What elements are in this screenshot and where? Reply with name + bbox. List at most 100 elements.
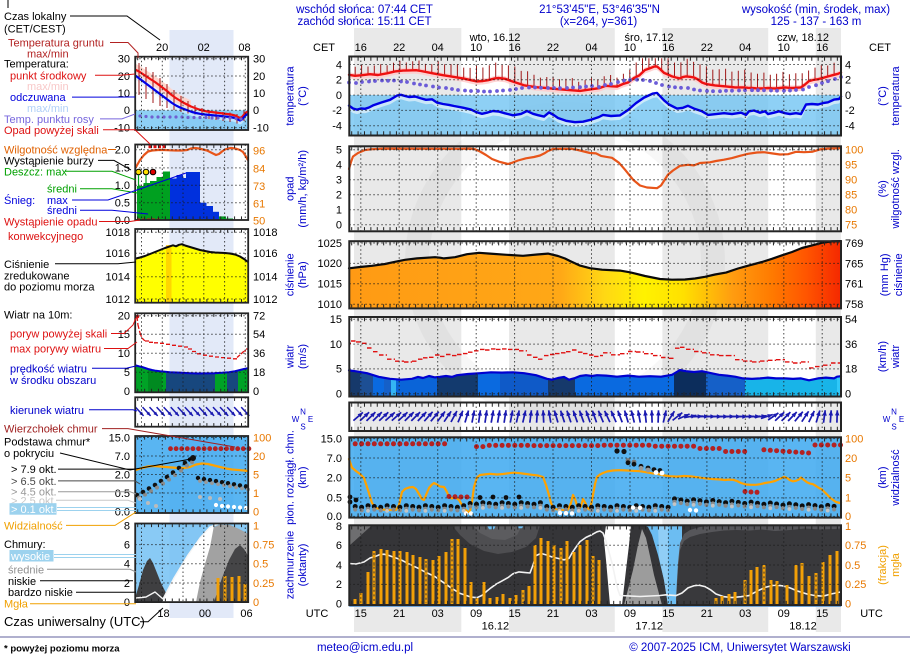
svg-text:o pokryciu: o pokryciu [4, 448, 54, 460]
svg-text:bardzo niskie: bardzo niskie [8, 587, 73, 599]
svg-text:(hPa): (hPa) [297, 261, 309, 288]
svg-text:średnie: średnie [8, 564, 44, 576]
svg-text:0.0: 0.0 [327, 511, 342, 523]
svg-text:w środku obszaru: w środku obszaru [9, 375, 96, 387]
svg-text:(km): (km) [297, 467, 309, 489]
svg-text:-4: -4 [332, 121, 342, 133]
svg-text:1018: 1018 [106, 227, 130, 239]
svg-text:4: 4 [336, 560, 342, 572]
svg-text:0.75: 0.75 [845, 540, 866, 552]
svg-text:E: E [308, 415, 313, 424]
svg-text:10: 10 [330, 339, 342, 351]
svg-text:(x=264, y=361): (x=264, y=361) [560, 16, 638, 28]
svg-text:2.0: 2.0 [115, 145, 130, 157]
svg-text:03: 03 [585, 608, 597, 620]
svg-text:36: 36 [253, 348, 265, 360]
svg-text:15.0: 15.0 [109, 432, 130, 444]
svg-text:1: 1 [845, 521, 851, 533]
svg-text:Opad powyżej skali: Opad powyżej skali [4, 125, 99, 137]
svg-text:niskie: niskie [8, 576, 36, 588]
svg-text:00: 00 [199, 608, 211, 620]
svg-text:5: 5 [336, 364, 342, 376]
svg-text:04: 04 [585, 42, 597, 54]
svg-text:5: 5 [253, 469, 259, 481]
svg-text:96: 96 [253, 145, 265, 157]
svg-text:(°C): (°C) [297, 86, 309, 106]
svg-text:1: 1 [253, 520, 259, 532]
svg-text:20: 20 [253, 451, 265, 463]
svg-text:średni: średni [47, 184, 77, 196]
svg-text:1.5: 1.5 [115, 163, 130, 175]
svg-text:1012: 1012 [253, 294, 277, 306]
svg-text:4: 4 [336, 160, 342, 172]
svg-text:-10: -10 [114, 122, 130, 134]
svg-text:0: 0 [124, 386, 130, 398]
svg-text:21°53'45"E, 53°46'35"N: 21°53'45"E, 53°46'35"N [539, 4, 660, 16]
svg-text:prędkość wiatru: prędkość wiatru [10, 363, 87, 375]
svg-text:15.0: 15.0 [321, 433, 342, 445]
svg-text:0.5: 0.5 [845, 560, 860, 572]
svg-text:1.0: 1.0 [115, 180, 130, 192]
svg-text:(CET/CEST): (CET/CEST) [4, 24, 66, 36]
svg-text:4: 4 [845, 59, 851, 71]
svg-text:UTC: UTC [306, 608, 329, 620]
svg-text:> 7.9 okt.: > 7.9 okt. [11, 464, 57, 476]
svg-text:(°C): (°C) [877, 86, 889, 106]
svg-text:punkt środkowy: punkt środkowy [10, 70, 87, 82]
svg-text:Śnieg:: Śnieg: [4, 194, 35, 207]
svg-text:20: 20 [156, 42, 168, 54]
svg-text:80: 80 [845, 205, 857, 217]
svg-text:10: 10 [253, 88, 265, 100]
svg-text:1: 1 [336, 205, 342, 217]
svg-text:36: 36 [845, 339, 857, 351]
svg-text:7.0: 7.0 [327, 453, 342, 465]
svg-text:2: 2 [336, 579, 342, 591]
svg-text:09: 09 [778, 608, 790, 620]
svg-text:20: 20 [845, 453, 857, 465]
svg-text:0.5: 0.5 [115, 488, 130, 500]
svg-text:18.12: 18.12 [789, 621, 817, 633]
svg-text:średni: średni [47, 205, 77, 217]
svg-text:(mm/h, kg/m²/h): (mm/h, kg/m²/h) [297, 150, 309, 228]
svg-text:15: 15 [816, 608, 828, 620]
svg-text:72: 72 [253, 311, 265, 323]
svg-text:Wilgotność względna: Wilgotność względna [4, 145, 108, 157]
svg-text:6: 6 [336, 540, 342, 552]
svg-text:(mm Hg): (mm Hg) [879, 253, 891, 296]
svg-text:09: 09 [624, 608, 636, 620]
svg-text:S: S [300, 423, 305, 432]
svg-text:max/min: max/min [27, 49, 69, 61]
svg-text:E: E [899, 415, 904, 424]
svg-text:09: 09 [470, 608, 482, 620]
svg-text:761: 761 [845, 279, 863, 291]
svg-text:5: 5 [124, 367, 130, 379]
svg-text:-10: -10 [253, 122, 269, 134]
svg-text:0.25: 0.25 [253, 578, 274, 590]
svg-text:S: S [891, 423, 896, 432]
svg-text:N: N [891, 408, 897, 417]
svg-text:1015: 1015 [318, 279, 342, 291]
svg-text:Ciśnienie: Ciśnienie [4, 259, 49, 271]
svg-text:W: W [292, 415, 300, 424]
svg-text:4: 4 [336, 59, 342, 71]
svg-text:1016: 1016 [106, 248, 130, 260]
svg-text:20: 20 [253, 71, 265, 83]
svg-text:wto, 16.12: wto, 16.12 [469, 32, 521, 44]
svg-text:-2: -2 [845, 105, 855, 117]
svg-text:wiatr: wiatr [890, 345, 902, 370]
svg-text:0.0: 0.0 [115, 506, 130, 518]
svg-text:(m/s): (m/s) [297, 344, 309, 369]
svg-text:0.5: 0.5 [115, 198, 130, 210]
svg-text:0: 0 [845, 90, 851, 102]
svg-text:5: 5 [336, 145, 342, 157]
svg-text:0: 0 [253, 386, 259, 398]
svg-text:1020: 1020 [318, 258, 342, 270]
svg-text:temperatura: temperatura [890, 65, 902, 125]
svg-text:10: 10 [118, 348, 130, 360]
svg-text:zredukowane: zredukowane [4, 271, 69, 283]
svg-text:do poziomu morza: do poziomu morza [4, 281, 95, 293]
svg-text:16: 16 [355, 42, 367, 54]
svg-text:> 4.5 okt.: > 4.5 okt. [11, 487, 57, 499]
svg-text:4: 4 [124, 559, 130, 571]
svg-text:0: 0 [124, 105, 130, 117]
